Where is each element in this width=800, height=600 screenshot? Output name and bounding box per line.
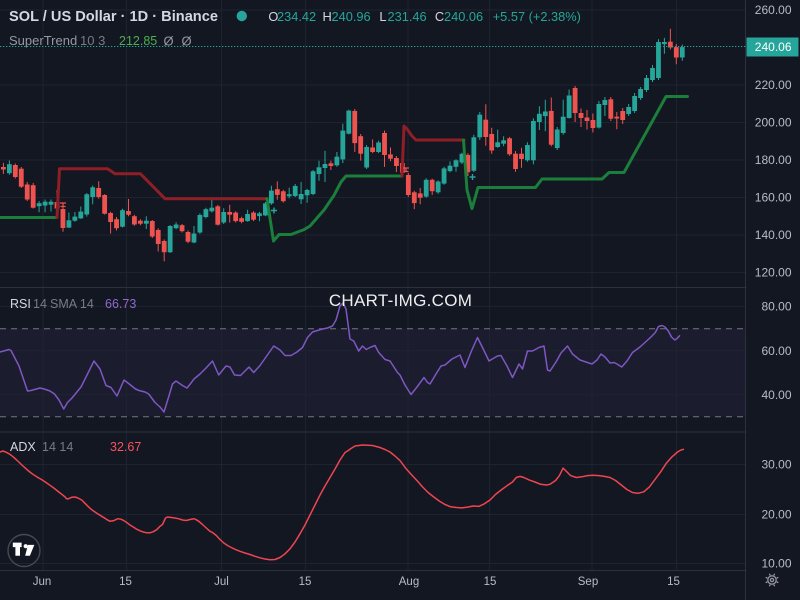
- svg-text:15: 15: [119, 576, 132, 588]
- svg-text:14: 14: [33, 297, 47, 311]
- svg-text:20.00: 20.00: [761, 508, 791, 522]
- svg-text:220.00: 220.00: [755, 78, 792, 92]
- svg-text:212.85: 212.85: [119, 34, 157, 48]
- svg-text:32.67: 32.67: [110, 440, 141, 454]
- svg-text:O: O: [268, 9, 278, 24]
- svg-text:C: C: [435, 9, 444, 24]
- svg-text:120.00: 120.00: [755, 266, 792, 280]
- svg-text:SuperTrend: SuperTrend: [9, 33, 77, 48]
- svg-text:140.00: 140.00: [755, 228, 792, 242]
- svg-text:260.00: 260.00: [755, 3, 792, 17]
- svg-text:240.06: 240.06: [755, 40, 792, 54]
- svg-text:H: H: [323, 9, 332, 24]
- svg-text:Jun: Jun: [33, 576, 52, 588]
- svg-text:14 14: 14 14: [42, 440, 73, 454]
- svg-text:10 3: 10 3: [80, 33, 105, 48]
- svg-text:ADX: ADX: [10, 440, 36, 454]
- svg-text:Jul: Jul: [214, 576, 229, 588]
- svg-text:15: 15: [667, 576, 680, 588]
- svg-text:200.00: 200.00: [755, 116, 792, 130]
- svg-text:240.96: 240.96: [332, 9, 371, 24]
- svg-text:RSI: RSI: [10, 297, 31, 311]
- svg-text:66.73: 66.73: [105, 297, 136, 311]
- svg-text:30.00: 30.00: [761, 458, 791, 472]
- svg-text:180.00: 180.00: [755, 153, 792, 167]
- svg-text:SOL / US Dollar · 1D · Binance: SOL / US Dollar · 1D · Binance: [9, 9, 218, 25]
- svg-text:231.46: 231.46: [388, 9, 427, 24]
- svg-text:15: 15: [299, 576, 312, 588]
- svg-text:60.00: 60.00: [761, 344, 791, 358]
- svg-text:Ø: Ø: [164, 34, 174, 49]
- svg-text:40.00: 40.00: [761, 388, 791, 402]
- svg-text:Aug: Aug: [399, 576, 419, 588]
- svg-text:10.00: 10.00: [761, 557, 791, 571]
- svg-text:234.42: 234.42: [277, 9, 316, 24]
- svg-text:CHART-IMG.COM: CHART-IMG.COM: [329, 291, 472, 310]
- svg-text:80.00: 80.00: [761, 300, 791, 314]
- svg-text:+5.57 (+2.38%): +5.57 (+2.38%): [493, 9, 581, 24]
- svg-text:Sep: Sep: [578, 576, 598, 588]
- svg-text:240.06: 240.06: [444, 9, 483, 24]
- svg-text:15: 15: [484, 576, 497, 588]
- svg-text:SMA 14: SMA 14: [50, 297, 94, 311]
- svg-text:160.00: 160.00: [755, 191, 792, 205]
- svg-text:L: L: [379, 9, 386, 24]
- svg-text:Ø: Ø: [182, 34, 192, 49]
